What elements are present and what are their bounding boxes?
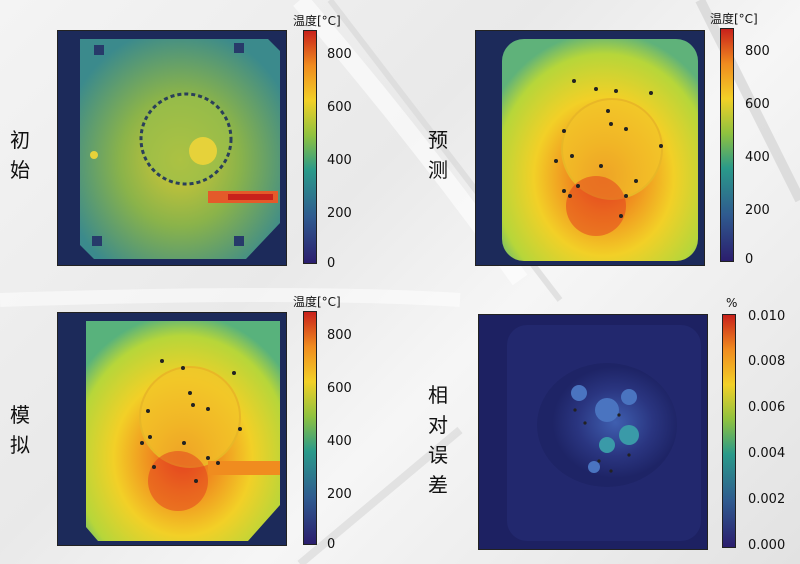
colorbar-initial-title: 温度[°C]	[293, 14, 341, 28]
label-simulated-text: 模 拟	[10, 403, 30, 457]
tick-label: 600	[327, 381, 352, 396]
tick-label: 400	[745, 150, 770, 165]
tick-label: 0.002	[748, 492, 786, 507]
colorbar-predicted-title: 温度[°C]	[710, 12, 758, 26]
colorbar-error-title: %	[726, 296, 738, 310]
colorbar-predicted	[720, 28, 734, 262]
heatmap-initial	[57, 30, 287, 266]
tick-label: 800	[745, 44, 770, 59]
label-relative-error: 相 对 误 差	[426, 380, 450, 500]
tick-label: 0.010	[748, 309, 786, 324]
heatmap-predicted-image	[476, 31, 704, 265]
tick-label: 200	[745, 203, 770, 218]
tick-label: 0	[745, 252, 754, 267]
tick-label: 0.000	[748, 538, 786, 553]
heatmap-relative-error-image	[479, 315, 707, 549]
tick-label: 0	[327, 256, 336, 271]
tick-label: 0.004	[748, 446, 786, 461]
tick-label: 600	[745, 97, 770, 112]
tick-label: 0.008	[748, 354, 786, 369]
label-initial: 初 始	[8, 125, 32, 185]
colorbar-simulated	[303, 311, 317, 545]
tick-label: 0	[327, 537, 336, 552]
heatmap-simulated	[57, 312, 287, 546]
tick-label: 0.006	[748, 400, 786, 415]
tick-label: 200	[327, 206, 352, 221]
tick-label: 800	[327, 328, 352, 343]
colorbar-initial	[303, 30, 317, 264]
heatmap-initial-image	[58, 31, 286, 265]
tick-label: 800	[327, 47, 352, 62]
label-predicted: 预 测	[426, 125, 450, 185]
colorbar-simulated-title: 温度[°C]	[293, 295, 341, 309]
heatmap-simulated-image	[58, 313, 286, 545]
label-simulated: 模 拟	[8, 400, 32, 460]
heatmap-relative-error	[478, 314, 708, 550]
tick-label: 200	[327, 487, 352, 502]
label-predicted-text: 预 测	[428, 128, 448, 182]
tick-label: 400	[327, 153, 352, 168]
label-initial-text: 初 始	[10, 128, 30, 182]
tick-label: 600	[327, 100, 352, 115]
tick-label: 400	[327, 434, 352, 449]
heatmap-predicted	[475, 30, 705, 266]
label-relative-error-text: 相 对 误 差	[428, 383, 448, 497]
colorbar-error	[722, 314, 736, 548]
